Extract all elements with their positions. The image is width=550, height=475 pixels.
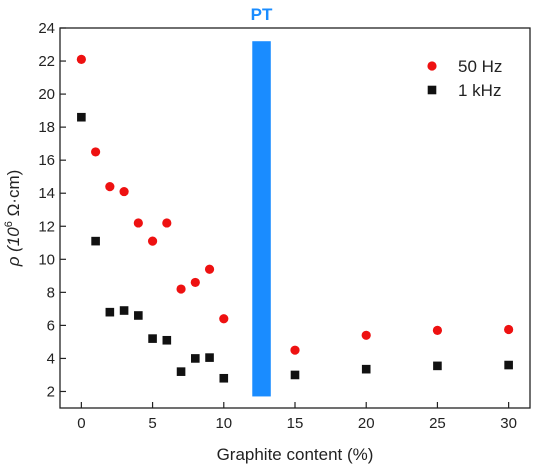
point-50hz bbox=[290, 345, 300, 355]
y-tick-label: 22 bbox=[38, 53, 55, 70]
x-tick-label: 0 bbox=[77, 415, 85, 432]
point-1khz bbox=[105, 307, 115, 317]
y-tick-label: 4 bbox=[47, 350, 55, 367]
point-50hz bbox=[361, 330, 371, 340]
point-1khz bbox=[134, 311, 143, 320]
x-axis-ticks: 0 5 10 15 20 25 30 bbox=[77, 402, 517, 432]
x-tick-label: 15 bbox=[287, 415, 304, 432]
point-50hz bbox=[162, 218, 172, 228]
point-1khz bbox=[91, 236, 100, 246]
point-50hz bbox=[76, 54, 86, 64]
y-axis-title-sup: 6 bbox=[3, 221, 15, 227]
y-tick-label: 24 bbox=[38, 20, 55, 37]
point-50hz bbox=[190, 277, 200, 288]
data-points bbox=[76, 54, 514, 383]
point-1khz bbox=[361, 364, 371, 374]
x-tick-label: 5 bbox=[148, 415, 156, 432]
point-50hz bbox=[219, 314, 229, 324]
point-1khz bbox=[191, 354, 200, 363]
legend-label: 1 kHz bbox=[458, 81, 501, 100]
point-50hz bbox=[504, 324, 514, 335]
pt-label: PT bbox=[251, 5, 273, 24]
y-tick-label: 16 bbox=[38, 152, 55, 169]
x-tick-label: 30 bbox=[500, 415, 517, 432]
legend-marker-circle bbox=[427, 61, 437, 71]
y-tick-label: 20 bbox=[38, 86, 55, 103]
y-tick-label: 2 bbox=[47, 383, 55, 400]
y-axis-title-rest: Ω·cm) bbox=[4, 170, 23, 221]
legend-label: 50 Hz bbox=[458, 57, 502, 76]
point-1khz bbox=[290, 370, 300, 380]
point-1khz bbox=[148, 334, 157, 343]
annotation-layer: PT bbox=[251, 5, 273, 397]
point-1khz bbox=[433, 361, 442, 371]
point-50hz bbox=[105, 182, 115, 192]
point-50hz bbox=[432, 325, 443, 335]
point-1khz bbox=[119, 306, 129, 315]
point-1khz bbox=[162, 335, 172, 345]
legend-marker-square bbox=[427, 85, 437, 95]
point-1khz bbox=[176, 367, 186, 376]
y-axis-title: ρ (106 Ω·cm) bbox=[3, 170, 23, 268]
y-tick-label: 12 bbox=[38, 218, 55, 235]
point-50hz bbox=[91, 147, 101, 157]
point-1khz bbox=[205, 353, 214, 362]
y-tick-label: 6 bbox=[47, 317, 55, 334]
y-tick-label: 8 bbox=[47, 284, 55, 301]
y-tick-label: 18 bbox=[38, 119, 55, 136]
point-50hz bbox=[176, 284, 186, 294]
pt-band bbox=[252, 41, 271, 397]
x-tick-label: 10 bbox=[215, 415, 232, 432]
x-tick-label: 20 bbox=[358, 415, 375, 432]
y-axis-title-main: ρ (10 bbox=[4, 227, 23, 268]
x-tick-label: 25 bbox=[429, 415, 446, 432]
point-50hz bbox=[204, 264, 215, 274]
point-1khz bbox=[504, 360, 513, 370]
point-1khz bbox=[219, 373, 229, 383]
legend: 50 Hz 1 kHz bbox=[427, 57, 502, 100]
point-50hz bbox=[119, 186, 129, 197]
x-axis-title: Graphite content (%) bbox=[217, 445, 374, 464]
y-tick-label: 14 bbox=[38, 185, 55, 202]
point-50hz bbox=[133, 218, 143, 228]
y-tick-label: 10 bbox=[38, 251, 55, 268]
point-50hz bbox=[147, 236, 158, 246]
point-1khz bbox=[77, 112, 86, 122]
